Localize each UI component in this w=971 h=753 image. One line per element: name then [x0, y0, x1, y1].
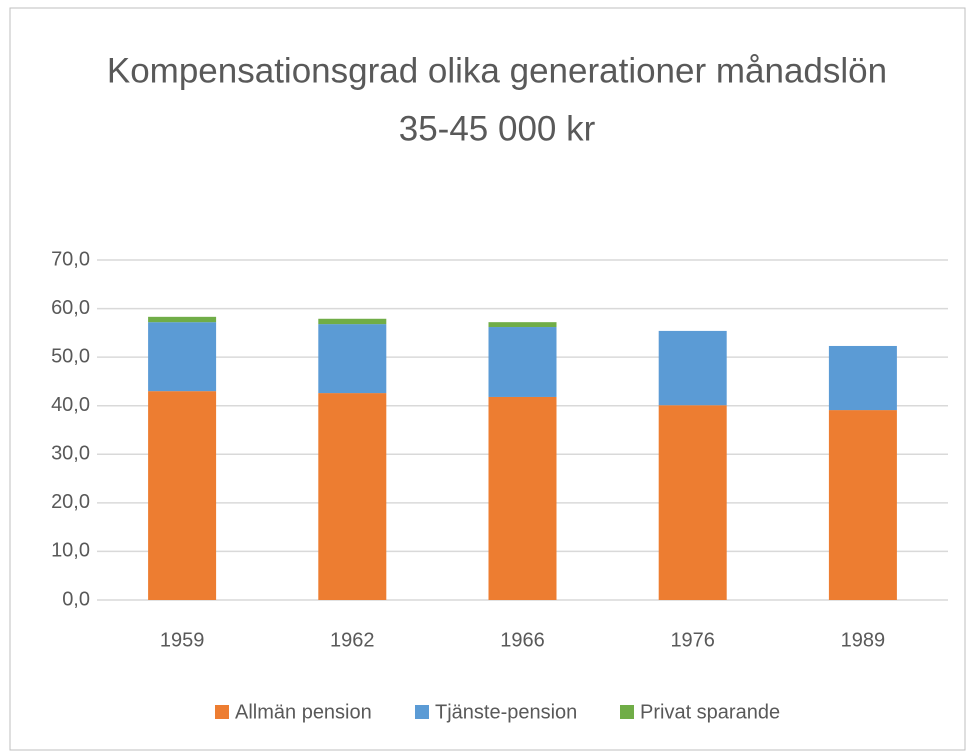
- legend-label: Allmän pension: [235, 701, 372, 723]
- bar-segment: [658, 405, 727, 600]
- x-tick-label: 1966: [500, 629, 545, 651]
- x-tick-label: 1976: [670, 629, 715, 651]
- bar-segment: [148, 316, 217, 323]
- y-tick-label: 50,0: [51, 345, 90, 367]
- bar-segment: [318, 318, 387, 325]
- chart-title: 35-45 000 kr: [399, 109, 596, 148]
- y-tick-label: 10,0: [51, 540, 90, 562]
- bar-segment: [488, 327, 557, 397]
- y-tick-label: 30,0: [51, 443, 90, 465]
- bar-segment: [658, 330, 727, 406]
- y-tick-label: 0,0: [62, 588, 90, 610]
- legend-label: Tjänste-pension: [435, 701, 577, 723]
- legend-swatch: [415, 705, 429, 719]
- x-tick-label: 1962: [330, 629, 375, 651]
- legend-label: Privat sparande: [640, 701, 780, 723]
- bar-segment: [488, 322, 557, 328]
- bar-segment: [318, 324, 387, 394]
- x-tick-label: 1989: [841, 629, 886, 651]
- bar-segment: [148, 322, 217, 392]
- bar-segment: [318, 393, 387, 600]
- bar-segment: [488, 396, 557, 600]
- y-tick-label: 60,0: [51, 297, 90, 319]
- y-tick-label: 40,0: [51, 394, 90, 416]
- bar-segment: [828, 410, 897, 600]
- chart-title: Kompensationsgrad olika generationer mån…: [107, 51, 887, 90]
- legend-swatch: [215, 705, 229, 719]
- bar-segment: [828, 345, 897, 411]
- x-tick-label: 1959: [160, 629, 205, 651]
- y-tick-label: 70,0: [51, 248, 90, 270]
- bar-segment: [148, 391, 217, 600]
- legend-swatch: [620, 705, 634, 719]
- y-tick-label: 20,0: [51, 491, 90, 513]
